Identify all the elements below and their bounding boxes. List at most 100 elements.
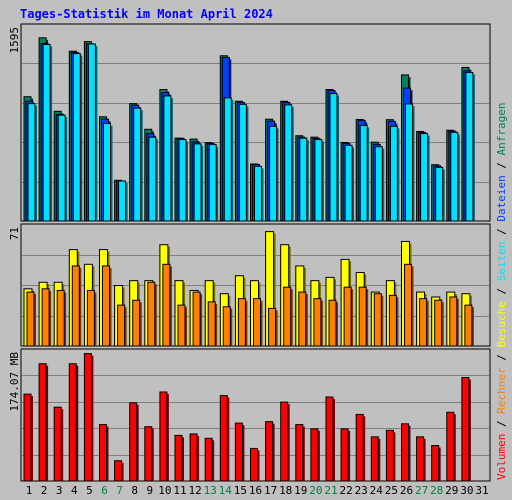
upper-bar-seiten <box>314 139 323 222</box>
middle-bar-rechner <box>388 294 397 347</box>
middle-bar-rechner <box>283 286 292 347</box>
upper-bar-seiten <box>72 53 81 222</box>
day-label: 12 <box>188 484 201 497</box>
middle-bar-rechner <box>162 263 171 347</box>
upper-bar-seiten <box>223 97 232 222</box>
day-label: 29 <box>445 484 458 497</box>
lower-bar-volumen <box>68 363 77 482</box>
upper-bar-seiten <box>118 180 127 222</box>
day-label: 14 <box>219 484 233 497</box>
upper-bar-seiten <box>450 131 459 222</box>
day-label: 13 <box>204 484 217 497</box>
lower-bar-volumen <box>99 424 107 482</box>
day-label: 26 <box>400 484 413 497</box>
upper-bar-seiten <box>27 103 36 222</box>
upper-bar-seiten <box>299 137 308 222</box>
lower-bar-volumen <box>265 421 274 482</box>
lower-bar-volumen <box>416 436 425 482</box>
upper-bar-seiten <box>103 123 111 222</box>
middle-bar-rechner <box>71 265 80 347</box>
upper-bar-seiten <box>389 125 398 222</box>
lower-bar-volumen <box>340 428 349 482</box>
lower-bar-volumen <box>53 406 62 482</box>
middle-bar-rechner <box>298 291 307 347</box>
lower-bar-volumen <box>83 353 92 482</box>
lower-bar-volumen <box>401 423 409 482</box>
day-label: 17 <box>264 484 277 497</box>
middle-bar-rechner <box>449 296 458 347</box>
day-label: 1 <box>26 484 33 497</box>
day-label: 22 <box>339 484 352 497</box>
day-label: 3 <box>56 484 63 497</box>
upper-bar-seiten <box>405 103 413 222</box>
day-label: 8 <box>131 484 138 497</box>
legend-item-anfragen: Anfragen <box>495 102 508 155</box>
legend-item-rechner: Rechner <box>495 367 508 414</box>
lower-bar-volumen <box>23 393 32 482</box>
day-label: 16 <box>249 484 262 497</box>
day-label: 10 <box>158 484 171 497</box>
upper-bar-seiten <box>284 104 293 222</box>
day-axis: 1 2 3 4 5 6 7 8 9 10 11 12 13 14 15 16 17 18 19 20 21 22 23 24 2… <box>26 484 489 497</box>
upper-bar-seiten <box>254 165 262 222</box>
legend-separator: / <box>495 155 508 175</box>
middle-bar-rechner <box>117 304 126 347</box>
middle-bar-rechner <box>404 263 412 347</box>
middle-bar-rechner <box>328 299 337 347</box>
upper-bar-seiten <box>238 103 247 222</box>
day-label: 27 <box>415 484 428 497</box>
day-label: 15 <box>234 484 247 497</box>
lower-bar-volumen <box>325 396 334 482</box>
lower-bar-volumen <box>446 411 455 482</box>
chart-title: Tages-Statistik im Monat April 2024 <box>20 7 273 21</box>
upper-bar-seiten <box>329 93 338 222</box>
middle-bar-rechner <box>41 288 50 347</box>
day-label: 11 <box>173 484 186 497</box>
legend: Volumen / Rechner / Besuche / Seiten / D… <box>495 102 508 480</box>
upper-bar-seiten <box>87 43 96 222</box>
lower-bar-volumen <box>159 391 168 482</box>
middle-panel: 71 <box>8 223 491 347</box>
upper-bar-seiten <box>178 139 187 222</box>
day-label: 6 <box>101 484 108 497</box>
upper-bar-seiten <box>374 146 383 222</box>
day-label: 30 <box>460 484 473 497</box>
day-label: 4 <box>71 484 78 497</box>
upper-bar-seiten <box>42 43 51 222</box>
lower-bar-volumen <box>234 422 243 482</box>
day-label: 9 <box>146 484 153 497</box>
middle-bar-rechner <box>464 304 473 347</box>
middle-bar-rechner <box>373 293 382 347</box>
day-label: 18 <box>279 484 292 497</box>
legend-item-dateien: Dateien <box>495 175 508 221</box>
middle-bar-rechner <box>268 307 277 347</box>
middle-bar-rechner <box>192 291 201 347</box>
day-label: 23 <box>355 484 368 497</box>
lower-bar-volumen <box>370 436 379 482</box>
upper-bar-seiten <box>193 143 202 222</box>
lower-bar-volumen <box>295 424 304 482</box>
upper-bar-seiten <box>148 136 157 222</box>
lower-bar-volumen <box>310 428 319 482</box>
lower-bar-volumen <box>189 433 198 482</box>
lower-bar-volumen <box>461 376 470 482</box>
middle-bar-rechner <box>132 299 141 347</box>
legend-separator: / <box>495 414 508 434</box>
lower-bar-volumen <box>250 447 258 482</box>
day-label: 21 <box>324 484 337 497</box>
legend-separator: / <box>495 348 508 368</box>
upper-bar-seiten <box>420 133 429 222</box>
middle-bar-rechner <box>313 298 322 347</box>
day-label: 7 <box>116 484 123 497</box>
day-label: 25 <box>385 484 398 497</box>
upper-bar-seiten <box>208 144 217 222</box>
upper-bar-seiten <box>435 166 444 222</box>
day-label: 5 <box>86 484 93 497</box>
lower-bar-volumen <box>144 426 153 482</box>
legend-separator: / <box>495 222 508 242</box>
upper-bar-seiten <box>344 144 353 222</box>
lower-bar-volumen <box>114 460 123 482</box>
upper-bar-seiten <box>359 124 368 222</box>
lower-bar-volumen <box>219 395 228 482</box>
